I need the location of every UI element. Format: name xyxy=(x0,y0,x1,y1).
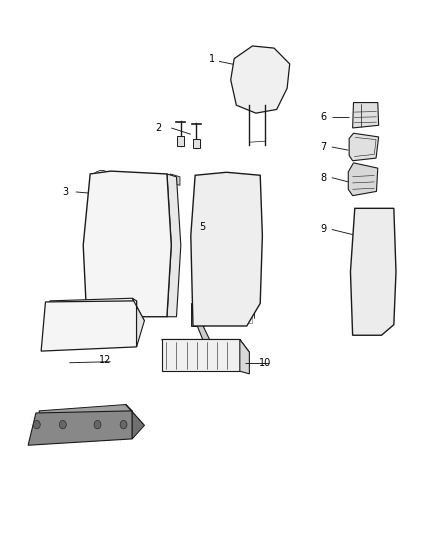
Polygon shape xyxy=(162,340,249,352)
Polygon shape xyxy=(167,174,181,317)
Polygon shape xyxy=(349,133,378,161)
Polygon shape xyxy=(177,136,184,146)
Text: 4: 4 xyxy=(106,187,113,197)
Polygon shape xyxy=(191,303,204,326)
Text: 7: 7 xyxy=(320,142,327,152)
Text: 6: 6 xyxy=(321,112,327,123)
Polygon shape xyxy=(357,303,392,325)
Text: 10: 10 xyxy=(259,358,271,368)
Text: 5: 5 xyxy=(199,222,205,232)
Text: 1: 1 xyxy=(208,54,215,64)
Text: 3: 3 xyxy=(62,187,68,197)
Circle shape xyxy=(33,421,40,429)
Text: 13: 13 xyxy=(106,419,118,429)
Circle shape xyxy=(60,421,66,429)
Polygon shape xyxy=(132,298,145,347)
Polygon shape xyxy=(193,139,200,148)
Polygon shape xyxy=(50,298,145,326)
Polygon shape xyxy=(162,340,240,371)
Text: 11: 11 xyxy=(99,337,111,346)
Polygon shape xyxy=(197,323,233,364)
Polygon shape xyxy=(83,171,171,317)
Polygon shape xyxy=(353,102,378,128)
Polygon shape xyxy=(191,172,262,326)
Polygon shape xyxy=(350,208,396,335)
Polygon shape xyxy=(240,340,249,374)
Text: 9: 9 xyxy=(321,224,327,235)
Text: 2: 2 xyxy=(155,123,162,133)
Polygon shape xyxy=(28,411,132,445)
Polygon shape xyxy=(231,46,290,113)
Circle shape xyxy=(94,421,101,429)
Polygon shape xyxy=(126,405,145,439)
Text: 12: 12 xyxy=(99,355,111,365)
Polygon shape xyxy=(39,405,145,429)
Text: 8: 8 xyxy=(321,173,327,183)
Polygon shape xyxy=(348,163,378,196)
Polygon shape xyxy=(41,301,137,351)
Polygon shape xyxy=(170,174,180,185)
Circle shape xyxy=(120,421,127,429)
